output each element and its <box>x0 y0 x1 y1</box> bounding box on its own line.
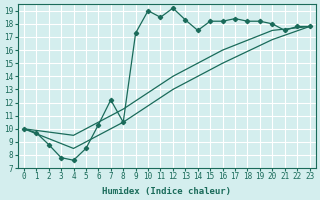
X-axis label: Humidex (Indice chaleur): Humidex (Indice chaleur) <box>102 187 231 196</box>
